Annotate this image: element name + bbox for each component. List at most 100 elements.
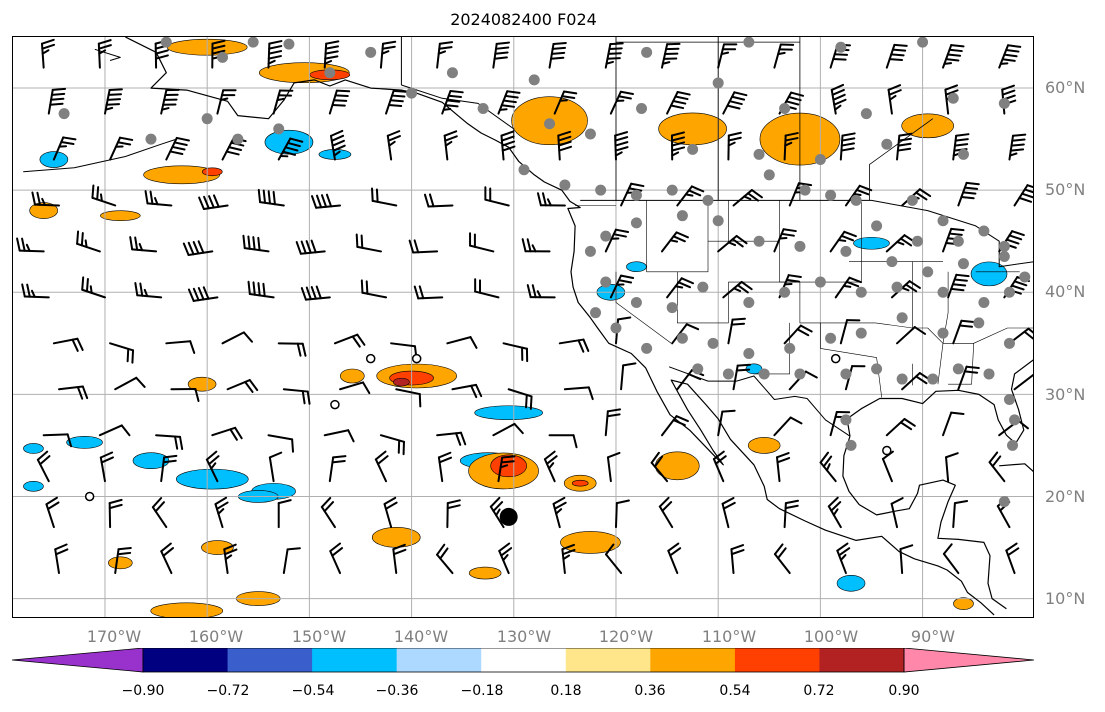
- wind-barb: [942, 44, 965, 69]
- station-dot: [957, 258, 969, 270]
- wind-barb-feather: [831, 88, 845, 96]
- lat-label-30n: 30°N: [1045, 385, 1086, 404]
- wind-barb-feather: [329, 542, 342, 553]
- wind-barb: [773, 228, 797, 253]
- wind-barb: [182, 240, 214, 256]
- wind-barb-feather: [837, 238, 847, 242]
- wind-barb-feather: [382, 40, 397, 45]
- station-dot: [922, 266, 934, 278]
- wind-barb-feather: [36, 450, 49, 461]
- wind-barb-feather: [375, 188, 379, 203]
- wind-barb-feather: [502, 99, 517, 104]
- wind-barb-feather: [896, 147, 912, 152]
- wind-barb: [134, 282, 163, 299]
- wind-barb-feather: [41, 43, 56, 50]
- wind-barb-feather: [918, 188, 932, 198]
- wind-barb-feather: [153, 197, 159, 206]
- wind-barb-feather: [225, 150, 240, 156]
- wind-barb-shaft: [469, 244, 495, 253]
- wind-barb-feather: [614, 228, 630, 234]
- wind-barb-feather: [108, 88, 123, 92]
- wind-barb-feather: [555, 508, 563, 515]
- wind-barb-feather: [442, 108, 452, 111]
- wind-barb-feather: [526, 238, 532, 253]
- wind-barb-feather: [684, 193, 694, 197]
- station-dot: [477, 102, 489, 114]
- wind-barb-shaft: [36, 458, 50, 483]
- wind-barb-feather: [785, 100, 800, 106]
- wind-barb-feather: [881, 450, 894, 460]
- wind-barb: [268, 451, 283, 483]
- station-dot: [871, 220, 883, 232]
- wind-barb: [721, 497, 736, 529]
- contour-region: [23, 443, 44, 454]
- wind-barb-feather: [671, 151, 680, 157]
- wind-barb-feather: [890, 53, 905, 57]
- wind-barb-feather: [211, 39, 226, 45]
- wind-barb-feather: [423, 193, 430, 208]
- station-dot: [687, 143, 699, 155]
- wind-barb-feather: [55, 548, 69, 556]
- wind-barb-feather: [855, 188, 870, 196]
- wind-barb-feather: [650, 451, 660, 464]
- wind-barb-feather: [387, 104, 403, 108]
- wind-barb: [205, 450, 220, 483]
- wind-barb: [552, 496, 567, 529]
- wind-barb-feather: [179, 435, 184, 451]
- wind-barb-feather: [606, 57, 621, 60]
- wind-barb-feather: [470, 384, 478, 399]
- wind-barb-feather: [784, 499, 800, 505]
- station-dot: [973, 317, 985, 329]
- wind-barb: [329, 542, 344, 575]
- wind-barb-shaft: [42, 433, 69, 437]
- station-dot: [840, 368, 852, 380]
- wind-barb: [446, 499, 461, 529]
- wind-barb-feather: [154, 501, 165, 513]
- contour-region: [626, 261, 647, 273]
- wind-barb-shaft: [385, 89, 395, 115]
- station-dot: [722, 368, 734, 380]
- contour-region: [100, 210, 141, 221]
- station-dot: [794, 240, 806, 252]
- wind-barb: [257, 188, 285, 207]
- contour-region: [560, 531, 621, 554]
- wind-barb-feather: [839, 554, 847, 561]
- wind-barb-feather: [175, 136, 190, 142]
- wind-barb-shaft: [165, 340, 192, 345]
- wind-barb: [329, 129, 346, 161]
- wind-barb-feather: [330, 134, 345, 142]
- wind-barb-feather: [735, 368, 751, 372]
- wind-barb-feather: [276, 97, 285, 102]
- wind-barb-feather: [836, 542, 849, 552]
- wind-barb-feather: [822, 455, 833, 468]
- wind-barb: [553, 90, 578, 115]
- wind-barb: [323, 40, 340, 69]
- wind-barb-feather: [324, 50, 339, 55]
- wind-barb: [660, 231, 689, 253]
- wind-barb-shaft: [890, 502, 899, 529]
- wind-barb-feather: [144, 190, 149, 205]
- station-dot: [998, 97, 1010, 109]
- colorbar-cell: [143, 648, 229, 672]
- wind-barb-feather: [54, 543, 68, 551]
- wind-barb-shaft: [773, 228, 785, 253]
- wind-barb: [165, 136, 190, 161]
- wind-barb: [76, 230, 101, 253]
- wind-barb-feather: [799, 324, 813, 333]
- wind-barb: [658, 496, 674, 529]
- station-dot: [881, 138, 893, 150]
- wind-barb-feather: [360, 234, 364, 249]
- wind-barb-feather: [944, 84, 958, 91]
- wind-barb-feather: [606, 413, 621, 418]
- wind-barb-feather: [333, 150, 341, 157]
- wind-barb-feather: [76, 386, 84, 400]
- wind-barb-feather: [267, 190, 271, 205]
- wind-barb: [548, 41, 567, 69]
- station-dot: [896, 373, 908, 385]
- station-dot: [763, 169, 775, 181]
- wind-barb: [492, 41, 510, 69]
- wind-barb-shaft: [885, 43, 896, 69]
- wind-barb-feather: [39, 455, 51, 466]
- wind-barb-shaft: [620, 182, 633, 207]
- wind-barb-feather: [965, 365, 980, 369]
